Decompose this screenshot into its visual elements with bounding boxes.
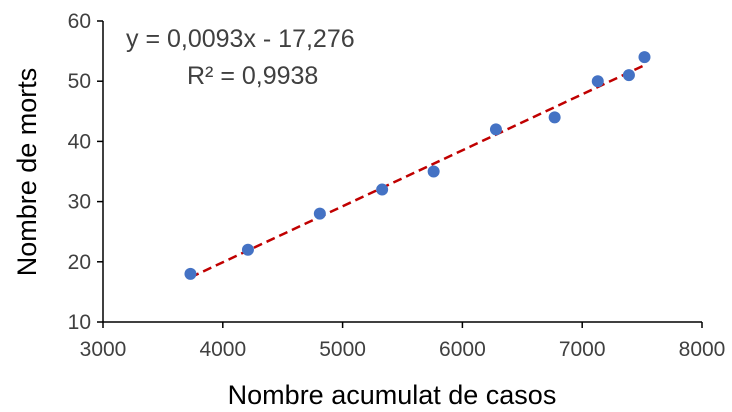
data-point: [489, 123, 502, 136]
data-point: [548, 111, 561, 124]
axes: [102, 21, 702, 323]
y-tick-label: 40: [68, 130, 91, 153]
x-ticks: 3000 4000 5000 6000 7000 8000: [80, 322, 726, 361]
trendline-equation: y = 0,0093x - 17,276: [126, 25, 355, 53]
data-point: [313, 207, 326, 220]
data-point: [638, 51, 651, 64]
x-tick-label: 7000: [559, 338, 606, 361]
x-tick-label: 5000: [319, 338, 366, 361]
data-point: [184, 267, 197, 280]
data-point: [427, 165, 440, 178]
y-tick-label: 10: [68, 311, 91, 334]
data-point: [591, 75, 604, 88]
y-tick-label: 50: [68, 70, 91, 93]
y-ticks: 10 20 30 40 50 60: [68, 10, 103, 334]
y-tick-label: 20: [68, 251, 91, 274]
x-axis-title: Nombre acumulat de casos: [228, 380, 557, 410]
x-tick-label: 8000: [679, 338, 726, 361]
data-point: [622, 69, 635, 82]
r-squared-label: R² = 0,9938: [187, 62, 318, 90]
y-tick-label: 30: [68, 191, 91, 214]
y-axis-title: Nombre de morts: [12, 68, 42, 277]
x-tick-label: 3000: [80, 338, 127, 361]
data-point: [376, 183, 389, 196]
trendline: [189, 64, 646, 279]
trendline-layer: [189, 64, 646, 279]
y-tick-label: 60: [68, 10, 91, 33]
x-tick-label: 6000: [439, 338, 486, 361]
points-layer: [184, 51, 651, 280]
x-tick-label: 4000: [199, 338, 246, 361]
data-point: [241, 243, 254, 256]
